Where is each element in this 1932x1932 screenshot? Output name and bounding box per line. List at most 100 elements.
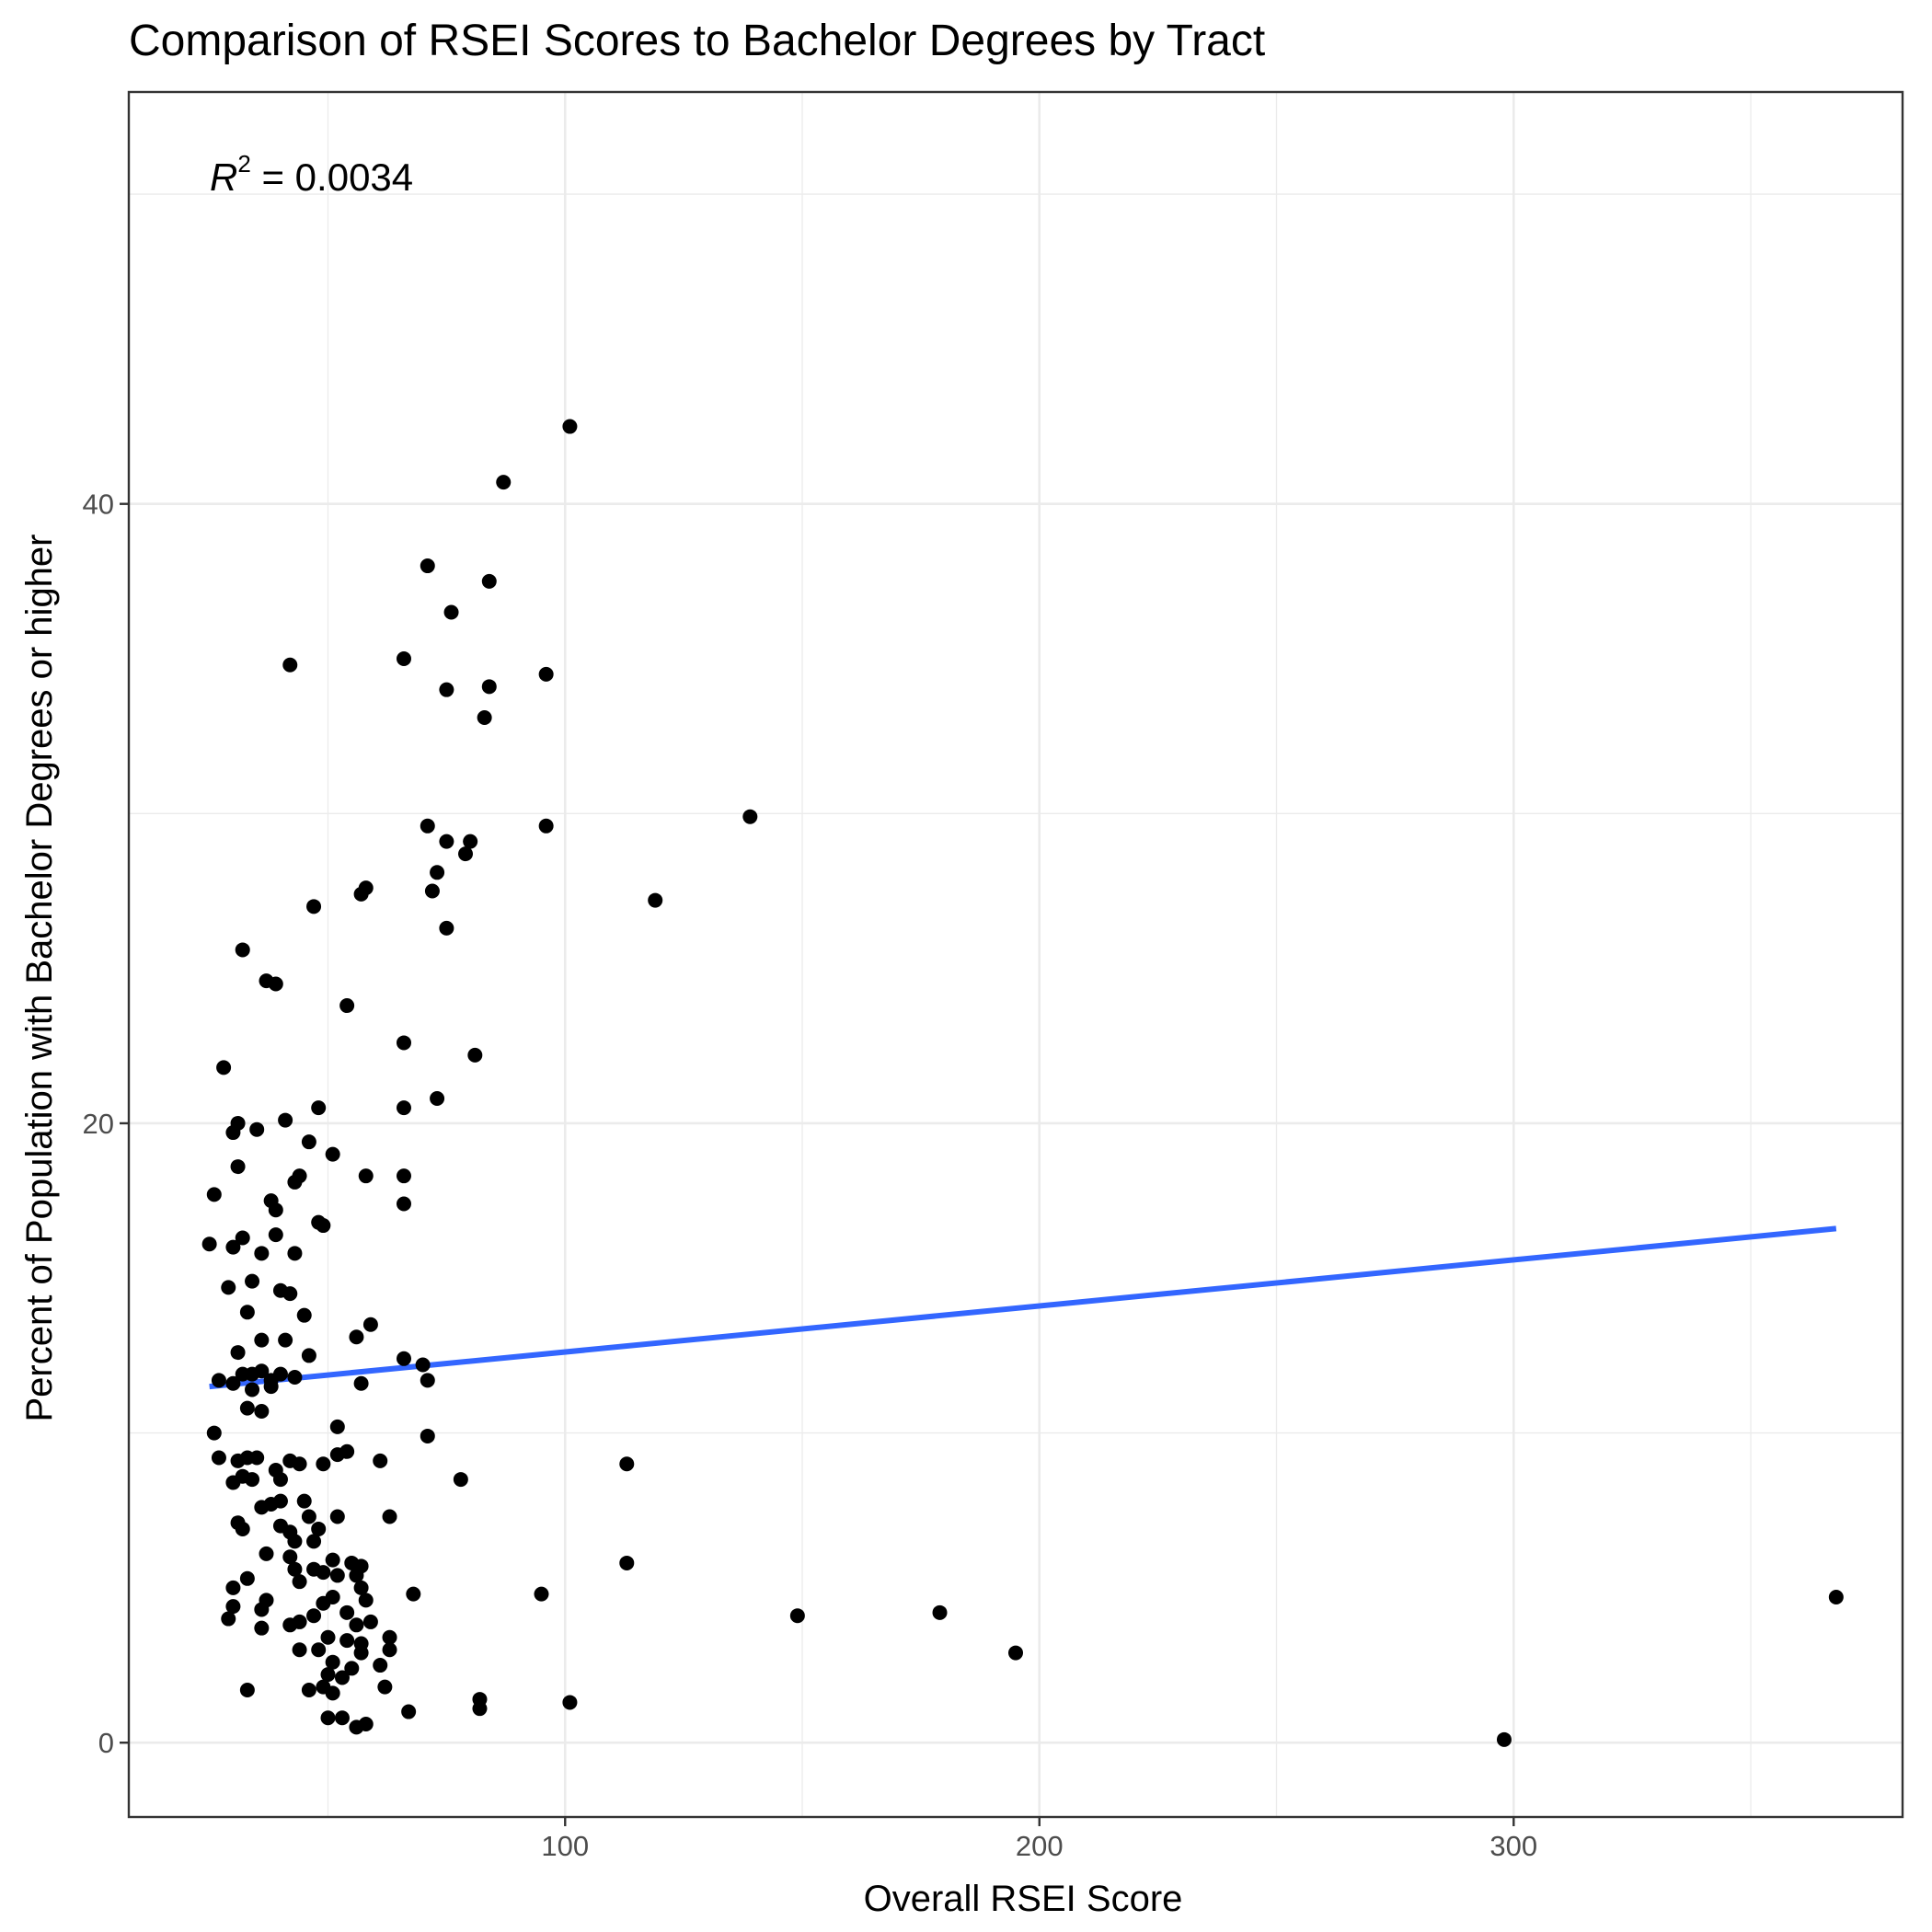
data-point — [1828, 1589, 1844, 1604]
data-point — [1008, 1645, 1023, 1661]
data-point — [377, 1679, 393, 1695]
data-point — [230, 1453, 246, 1468]
r-squared-value: = 0.0034 — [251, 155, 413, 199]
regression-line — [209, 1225, 1837, 1390]
data-point — [282, 657, 298, 673]
data-point — [225, 1125, 241, 1141]
data-point — [463, 834, 478, 849]
data-point — [311, 1521, 327, 1536]
data-point — [430, 865, 445, 880]
chart-title: Comparison of RSEI Scores to Bachelor De… — [129, 17, 1265, 65]
data-point — [259, 1546, 274, 1561]
data-point — [339, 1633, 355, 1649]
data-point — [239, 1305, 255, 1320]
data-point — [396, 1035, 411, 1051]
data-point — [316, 1595, 331, 1611]
data-point — [742, 809, 758, 824]
data-point — [373, 1453, 388, 1468]
data-point — [320, 1629, 336, 1645]
data-point — [415, 1357, 431, 1373]
data-point — [287, 1174, 303, 1190]
x-tick-label: 200 — [1016, 1830, 1064, 1862]
data-point — [420, 558, 435, 574]
data-point — [325, 1552, 340, 1568]
data-point — [301, 1682, 316, 1697]
data-point — [439, 834, 454, 849]
data-point — [225, 1475, 241, 1490]
data-point — [316, 1218, 331, 1234]
data-point — [358, 1593, 374, 1608]
data-point — [932, 1604, 948, 1620]
data-point — [358, 1168, 374, 1184]
data-point — [406, 1586, 421, 1602]
data-point — [211, 1373, 226, 1388]
data-point — [420, 1373, 435, 1388]
data-point — [306, 1608, 322, 1624]
data-point — [401, 1704, 417, 1719]
data-point — [344, 1661, 360, 1676]
data-point — [225, 1239, 241, 1255]
data-point — [287, 1369, 303, 1385]
data-point — [349, 1568, 364, 1583]
data-point — [453, 1472, 468, 1488]
data-point — [329, 1568, 345, 1583]
data-point — [325, 1654, 340, 1670]
data-point — [382, 1642, 397, 1658]
data-point — [420, 1428, 435, 1443]
data-point — [254, 1620, 270, 1636]
data-point — [254, 1332, 270, 1348]
data-point — [296, 1493, 312, 1509]
data-point — [311, 1100, 327, 1116]
data-point — [619, 1456, 635, 1472]
data-points — [201, 419, 1844, 1747]
data-point — [481, 573, 497, 589]
data-point — [268, 1202, 283, 1218]
data-point — [396, 1196, 411, 1212]
data-point — [316, 1565, 331, 1581]
data-point — [245, 1273, 260, 1289]
grid-major — [129, 92, 1903, 1817]
data-point — [316, 1456, 331, 1472]
data-point — [789, 1608, 805, 1624]
data-point — [301, 1134, 316, 1150]
data-point — [249, 1121, 265, 1137]
data-point — [282, 1286, 298, 1302]
data-point — [443, 604, 459, 620]
data-point — [439, 682, 454, 697]
data-point — [268, 976, 283, 992]
x-tick-label: 300 — [1489, 1830, 1537, 1862]
data-point — [325, 1685, 340, 1701]
data-point — [430, 1091, 445, 1107]
data-point — [334, 1670, 350, 1685]
data-point — [362, 1614, 378, 1629]
data-point — [353, 1375, 369, 1391]
data-point — [362, 1317, 378, 1332]
data-point — [396, 651, 411, 667]
data-point — [439, 920, 454, 936]
data-point — [206, 1187, 222, 1202]
r-squared-exponent: 2 — [237, 150, 250, 178]
data-point — [235, 1230, 250, 1246]
data-point — [320, 1667, 336, 1683]
data-point — [382, 1509, 397, 1524]
data-point — [349, 1329, 364, 1345]
data-point — [496, 475, 512, 490]
data-point — [562, 419, 578, 434]
data-point — [239, 1682, 255, 1697]
data-point — [472, 1701, 488, 1717]
data-point — [353, 886, 369, 902]
data-point — [221, 1280, 236, 1295]
data-point — [278, 1332, 293, 1348]
data-point — [239, 1400, 255, 1416]
data-point — [287, 1246, 303, 1261]
data-point — [538, 818, 554, 834]
data-point — [211, 1450, 226, 1466]
data-point — [329, 1447, 345, 1463]
data-point — [296, 1307, 312, 1323]
data-point — [353, 1645, 369, 1661]
x-axis-ticks: 100 200 300 — [541, 1817, 1537, 1862]
data-point — [254, 1246, 270, 1261]
data-point — [306, 899, 322, 914]
